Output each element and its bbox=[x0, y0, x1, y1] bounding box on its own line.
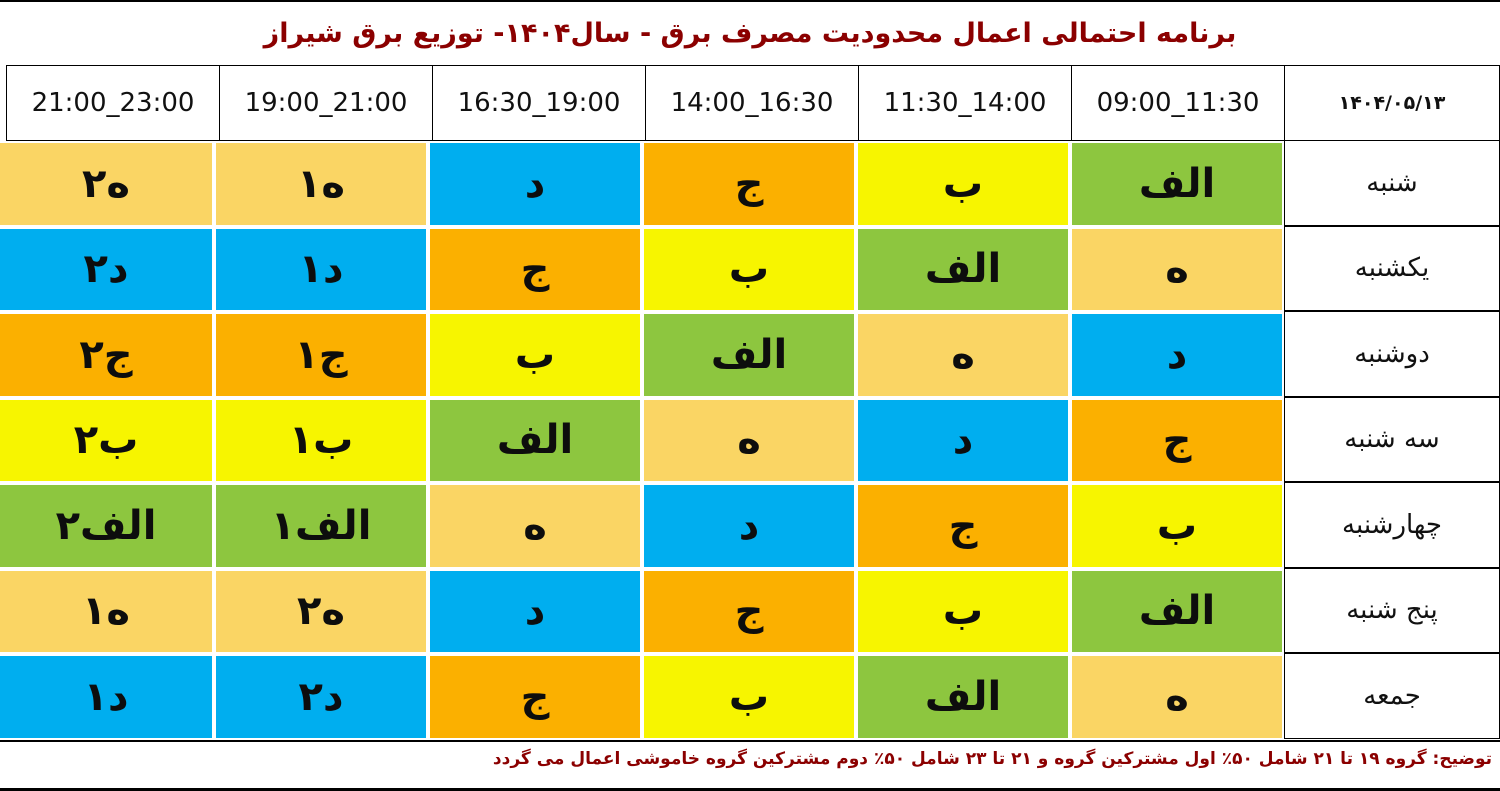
schedule-cell: د۲ bbox=[214, 654, 428, 740]
schedule-cell: الف bbox=[856, 226, 1070, 312]
schedule-cell: ج bbox=[856, 483, 1070, 569]
schedule-cell: الف bbox=[856, 654, 1070, 740]
schedule-cell: د۲ bbox=[0, 226, 214, 312]
day-cell: پنج شنبه bbox=[1284, 567, 1500, 653]
day-cell: چهارشنبه bbox=[1284, 482, 1500, 568]
schedule-cell: ج bbox=[1070, 397, 1284, 483]
schedule-cell: الف bbox=[1070, 141, 1284, 227]
schedule-cell: ج bbox=[642, 141, 856, 227]
header-time-1400-1630: 14:00_16:30 bbox=[645, 65, 859, 141]
table-row: شنبه الف ب ج د ه۱ ه۲ bbox=[0, 140, 1500, 227]
schedule-cell: الف bbox=[1070, 568, 1284, 654]
schedule-cell: ب bbox=[856, 568, 1070, 654]
schedule-cell: ب bbox=[642, 226, 856, 312]
header-date: ۱۴۰۴/۰۵/۱۳ bbox=[1284, 65, 1500, 141]
schedule-cell: ه۲ bbox=[214, 568, 428, 654]
header-time-2100-2300: 21:00_23:00 bbox=[6, 65, 220, 141]
schedule-cell: د bbox=[428, 141, 642, 227]
day-cell: یکشنبه bbox=[1284, 225, 1500, 311]
schedule-cell: ه۱ bbox=[0, 568, 214, 654]
schedule-cell: ه bbox=[856, 312, 1070, 398]
schedule-cell: د bbox=[1070, 312, 1284, 398]
footnote: توضیح: گروه ۱۹ تا ۲۱ شامل ۵۰٪ اول مشترکی… bbox=[0, 739, 1500, 786]
table-row: جمعه ه الف ب ج د۲ د۱ bbox=[0, 653, 1500, 740]
day-cell: شنبه bbox=[1284, 140, 1500, 226]
table-row: پنج شنبه الف ب ج د ه۲ ه۱ bbox=[0, 567, 1500, 654]
schedule-cell: الف۲ bbox=[0, 483, 214, 569]
table-row: دوشنبه د ه الف ب ج۱ ج۲ bbox=[0, 311, 1500, 398]
schedule-cell: ب۲ bbox=[0, 397, 214, 483]
schedule-cell: ه۱ bbox=[214, 141, 428, 227]
schedule-cell: ه bbox=[428, 483, 642, 569]
header-time-0900-1130: 09:00_11:30 bbox=[1071, 65, 1285, 141]
schedule-cell: د bbox=[642, 483, 856, 569]
schedule-cell: ج bbox=[428, 654, 642, 740]
table-row: چهارشنبه ب ج د ه الف۱ الف۲ bbox=[0, 482, 1500, 569]
day-cell: جمعه bbox=[1284, 653, 1500, 739]
header-time-1630-1900: 16:30_19:00 bbox=[432, 65, 646, 141]
header-time-1130-1400: 11:30_14:00 bbox=[858, 65, 1072, 141]
day-cell: دوشنبه bbox=[1284, 311, 1500, 397]
table-row: سه شنبه ج د ه الف ب۱ ب۲ bbox=[0, 396, 1500, 483]
schedule-cell: ب bbox=[1070, 483, 1284, 569]
schedule-cell: ب bbox=[428, 312, 642, 398]
schedule-cell: ج۱ bbox=[214, 312, 428, 398]
schedule-cell: د۱ bbox=[0, 654, 214, 740]
table-header-row: ۱۴۰۴/۰۵/۱۳ 09:00_11:30 11:30_14:00 14:00… bbox=[0, 65, 1500, 141]
schedule-table: ۱۴۰۴/۰۵/۱۳ 09:00_11:30 11:30_14:00 14:00… bbox=[0, 65, 1500, 740]
schedule-cell: الف bbox=[642, 312, 856, 398]
schedule-cell: ه bbox=[1070, 654, 1284, 740]
schedule-cell: الف bbox=[428, 397, 642, 483]
schedule-cell: ه bbox=[1070, 226, 1284, 312]
page-title: برنامه احتمالی اعمال محدودیت مصرف برق - … bbox=[263, 18, 1237, 49]
schedule-cell: ب bbox=[856, 141, 1070, 227]
schedule-cell: ه۲ bbox=[0, 141, 214, 227]
schedule-cell: د۱ bbox=[214, 226, 428, 312]
schedule-cell: ج bbox=[428, 226, 642, 312]
schedule-cell: الف۱ bbox=[214, 483, 428, 569]
schedule-cell: ب bbox=[642, 654, 856, 740]
day-cell: سه شنبه bbox=[1284, 396, 1500, 482]
schedule-cell: د bbox=[428, 568, 642, 654]
schedule-cell: ج۲ bbox=[0, 312, 214, 398]
header-time-1900-2100: 19:00_21:00 bbox=[219, 65, 433, 141]
schedule-cell: ه bbox=[642, 397, 856, 483]
schedule-cell: د bbox=[856, 397, 1070, 483]
schedule-cell: ج bbox=[642, 568, 856, 654]
schedule-cell: ب۱ bbox=[214, 397, 428, 483]
table-row: یکشنبه ه الف ب ج د۱ د۲ bbox=[0, 225, 1500, 312]
